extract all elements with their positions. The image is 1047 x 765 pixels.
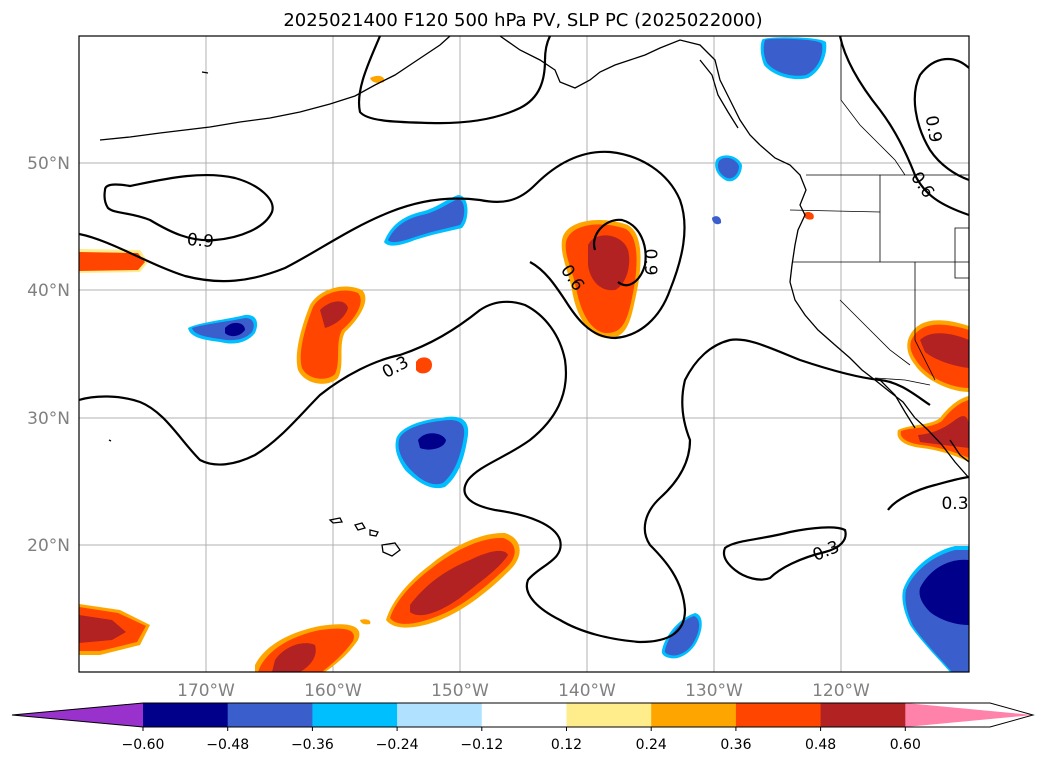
pv-patch-neg [418,433,446,450]
lon-label-130w: 130°W [685,681,743,701]
pv-patch-pos [320,301,348,328]
pv-patch-neg [919,559,969,625]
contour-0.9-west [103,173,274,242]
state-border [954,227,969,279]
pv-patch-neg [763,38,823,76]
contour-label: 0.9 [640,248,660,275]
us-mexico-border [874,377,931,386]
baja-coast [879,379,916,429]
contour-label: 0.9 [186,230,215,252]
state-border [914,262,936,381]
lon-label-150w: 150°W [431,681,489,701]
colorbar-tick-label: −0.60 [122,737,165,753]
colorbar-block [735,703,822,727]
pv-patch-neg [388,199,465,243]
pv-patch-neg [225,322,245,337]
pv-patch-pos [370,75,385,83]
island [108,439,112,442]
pv-patch-pos [79,252,145,271]
colorbar-block [481,703,567,727]
pv-positive-anomalies [79,75,969,672]
pv-patch-pos [920,333,969,368]
hawaii-island [328,517,343,524]
contour-0.3-north [357,36,551,125]
colorbar-block [397,703,483,727]
colorbar-block [227,703,313,727]
hawaii-island [354,522,366,531]
pv-negative-anomalies [188,37,969,672]
colorbar-block [143,703,229,727]
gulf-coast [949,439,969,463]
island [201,71,209,74]
alaska-coast [99,36,451,141]
colorbar-block [820,703,906,727]
pv-patch-pos [588,235,630,291]
slp-contours [79,36,969,644]
colorbar-tick-label: 0.12 [551,737,582,753]
colorbar-tick-label: −0.36 [291,737,334,753]
pv-patch-pos [79,615,126,643]
lat-label-50n: 50°N [27,154,70,174]
colorbar-tick-label: 0.24 [636,737,667,753]
contour-0.3-southeast [722,526,847,581]
pv-patch-pos [918,416,969,448]
pv-patch-pos [803,211,814,220]
latitude-labels: 50°N 40°N 30°N 20°N [27,154,70,556]
colorbar-extend-min [12,703,143,727]
political-borders [789,36,969,386]
pv-patch-pos [360,619,371,625]
pv-patch-pos [272,643,316,672]
longitude-labels: 170°W 160°W 150°W 140°W 130°W 120°W [177,681,870,701]
lon-label-120w: 120°W [812,681,870,701]
contour-0.6-northeast [838,36,969,217]
contour-0.3-main [79,300,931,644]
colorbar-tick-label: −0.12 [460,737,503,753]
pv-patch-neg [712,216,722,225]
contour-label: 0.9 [921,114,945,144]
lat-label-40n: 40°N [27,281,70,301]
colorbar-tick-label: −0.24 [376,737,419,753]
pv-patch-neg [398,419,465,485]
colorbar-tick-label: 0.48 [805,737,836,753]
hawaii-big-island [381,542,401,557]
colorbar-tick-label: 0.36 [720,737,751,753]
state-border [839,299,911,366]
alaska-islands [699,59,739,129]
colorbar-tick-label: 0.60 [890,737,921,753]
lon-label-170w: 170°W [177,681,235,701]
alaska-canada-border [840,36,906,176]
lon-label-140w: 140°W [558,681,616,701]
map-panel [79,36,969,672]
map-title: 2025021400 F120 500 hPa PV, SLP PC (2025… [283,10,762,31]
pv-patch-neg [717,157,739,179]
west-coast [759,144,969,479]
colorbar-extend-max [905,703,1033,727]
colorbar-blocks [12,703,1033,727]
contour-0.9-northeast [913,57,969,182]
contour-label: 0.3 [941,494,968,514]
pv-patch-neg [664,616,700,656]
contour-0.6-main [79,150,686,340]
colorbar-tick-label: −0.48 [206,737,249,753]
contour-0.3-baja [887,475,969,511]
colorbar-block [651,703,737,727]
colorbar-block [312,703,398,727]
colorbar: −0.60 −0.48 −0.36 −0.24 −0.12 0.12 0.24 0.36 0.4… [11,702,1035,753]
map-frame [78,35,970,673]
contour-0.9-center [592,218,647,287]
alaska-panhandle-coast [499,36,761,146]
pv-patch-pos [410,550,508,616]
lon-label-160w: 160°W [304,681,362,701]
coastlines [99,36,969,557]
colorbar-block [566,703,652,727]
hawaii-island [369,529,379,537]
lat-label-20n: 20°N [27,536,70,556]
pv-patch-pos [416,357,432,374]
colorbar-ticks: −0.60 −0.48 −0.36 −0.24 −0.12 0.12 0.24 0.36 0.4… [122,727,921,753]
lat-label-30n: 30°N [27,409,70,429]
